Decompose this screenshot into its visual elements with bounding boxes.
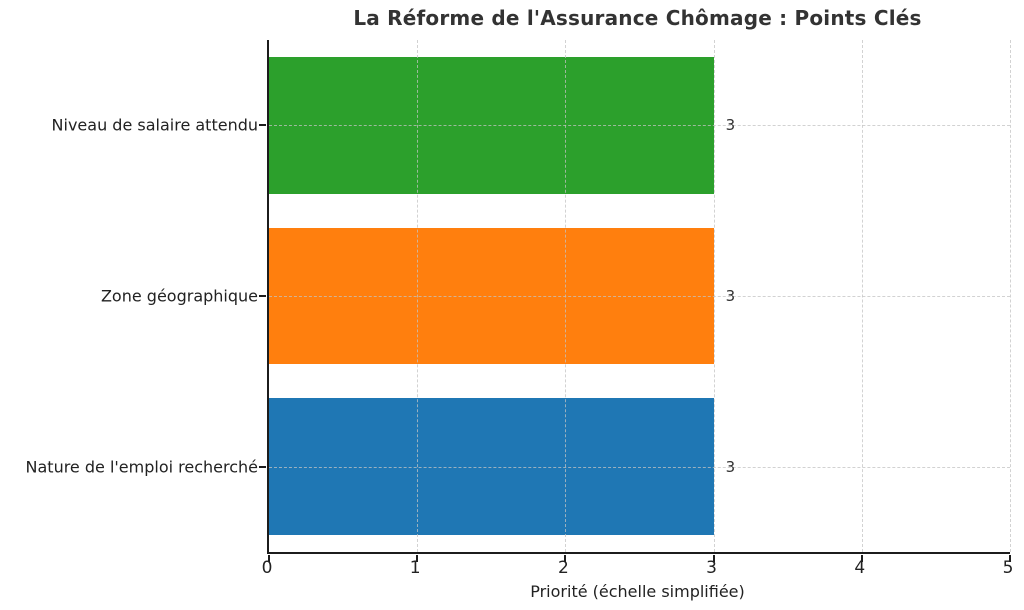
- y-tick-mark: [259, 124, 266, 127]
- x-tick-mark: [860, 555, 863, 562]
- y-category-label: Zone géographique: [100, 286, 258, 306]
- x-tick-label: 3: [706, 558, 718, 578]
- y-tick-mark: [259, 465, 266, 468]
- x-tick-label: 0: [261, 558, 273, 578]
- bar-value-label: 3: [725, 116, 736, 135]
- y-tick-mark: [259, 295, 266, 297]
- x-tick-mark: [268, 555, 270, 562]
- x-tick-label: 4: [854, 558, 866, 578]
- x-tick-label: 1: [409, 558, 421, 578]
- bar-value-label: 3: [725, 287, 736, 305]
- horizontal-gridline: [269, 296, 1010, 297]
- x-tick-mark: [416, 555, 419, 562]
- x-axis-label: Priorité (échelle simplifiée): [530, 582, 745, 601]
- x-tick-mark: [712, 555, 715, 562]
- x-tick-label: 5: [1002, 558, 1014, 578]
- horizontal-gridline: [269, 466, 1010, 468]
- plot-area: 3 3 3: [259, 40, 1011, 562]
- y-category-label: Nature de l'emploi recherché: [25, 457, 258, 477]
- x-tick-label: 2: [557, 558, 569, 578]
- bar-2: [269, 227, 714, 365]
- chart-title: La Réforme de l'Assurance Chômage : Poin…: [353, 6, 922, 30]
- y-category-label: Niveau de salaire attendu: [51, 115, 258, 135]
- x-tick-mark: [1009, 555, 1011, 562]
- x-tick-mark: [564, 555, 567, 562]
- horizontal-gridline: [269, 125, 1010, 127]
- bar-value-label: 3: [725, 457, 736, 476]
- vertical-gridline: [1010, 40, 1011, 552]
